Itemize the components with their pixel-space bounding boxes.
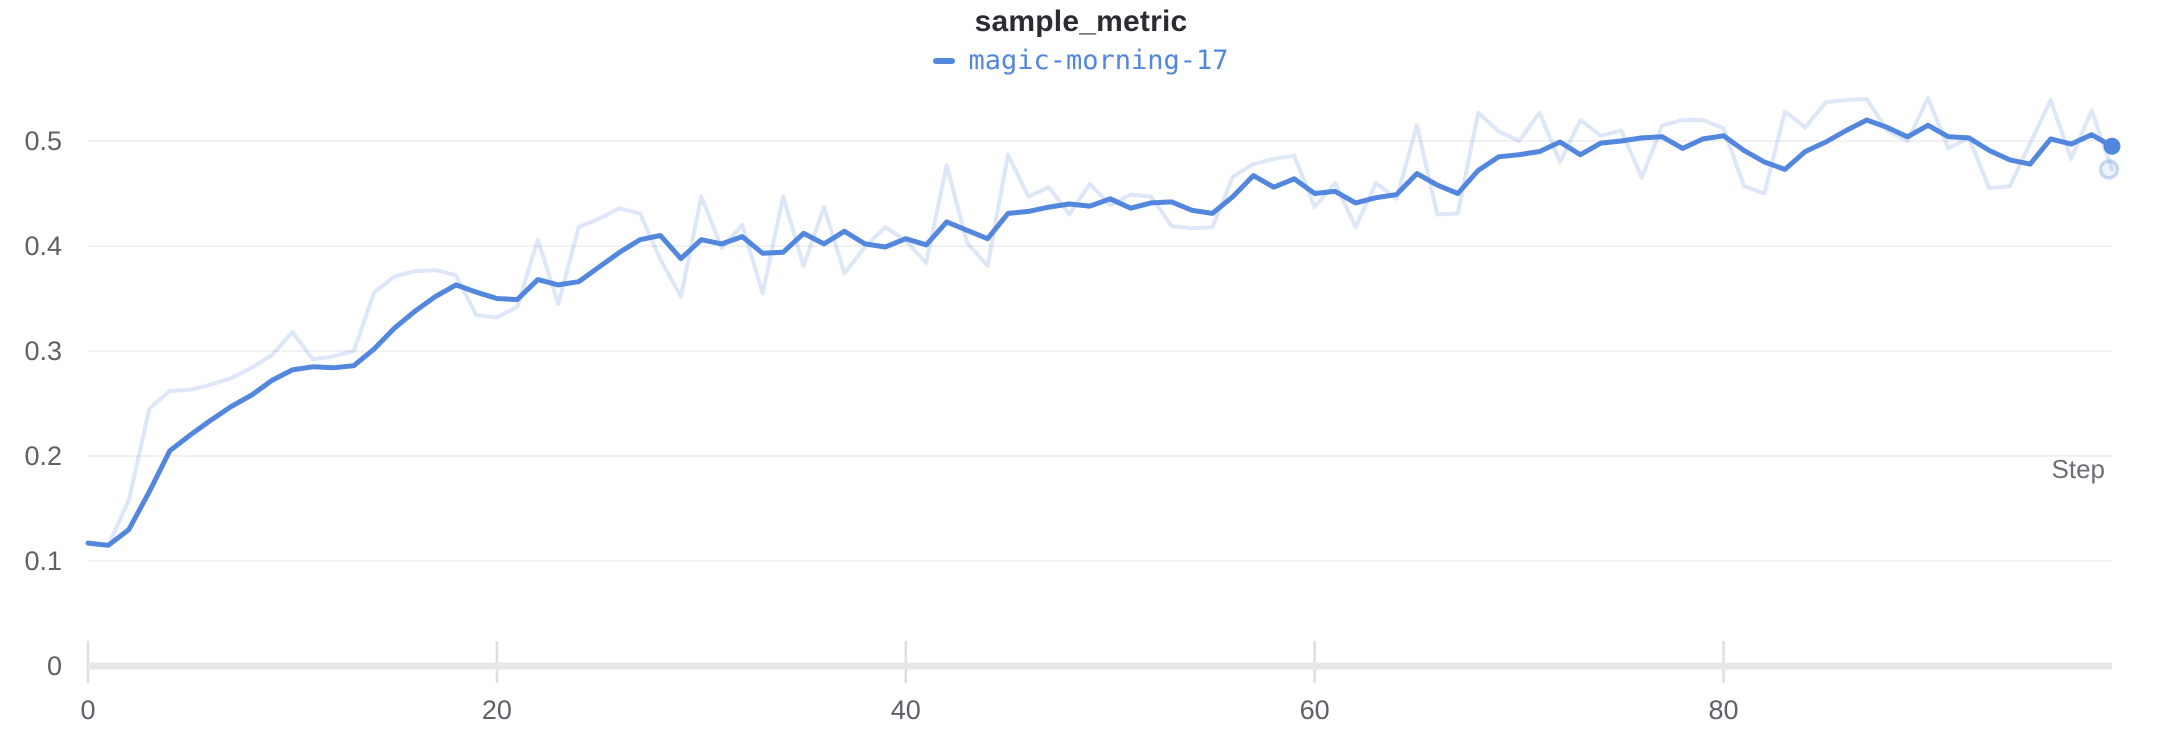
end-point-dot-raw	[2098, 159, 2120, 180]
x-tick-label: 40	[891, 695, 921, 725]
x-tick-label: 0	[80, 695, 95, 725]
x-tick-label: 80	[1709, 695, 1739, 725]
x-tick-label: 60	[1300, 695, 1330, 725]
end-point-dot-smoothed	[2103, 137, 2121, 155]
y-tick-label: 0.3	[24, 336, 62, 366]
y-tick-label: 0.5	[24, 126, 62, 156]
x-axis-title: Step	[2052, 454, 2106, 484]
x-tick-label: 20	[482, 695, 512, 725]
y-tick-label: 0	[47, 651, 62, 681]
y-tick-label: 0.1	[24, 546, 62, 576]
x-axis-line	[88, 662, 2112, 670]
y-tick-label: 0.4	[24, 231, 62, 261]
y-tick-label: 0.2	[24, 441, 62, 471]
series-line-smoothed	[85, 117, 2115, 548]
series-line-raw	[86, 95, 2114, 548]
